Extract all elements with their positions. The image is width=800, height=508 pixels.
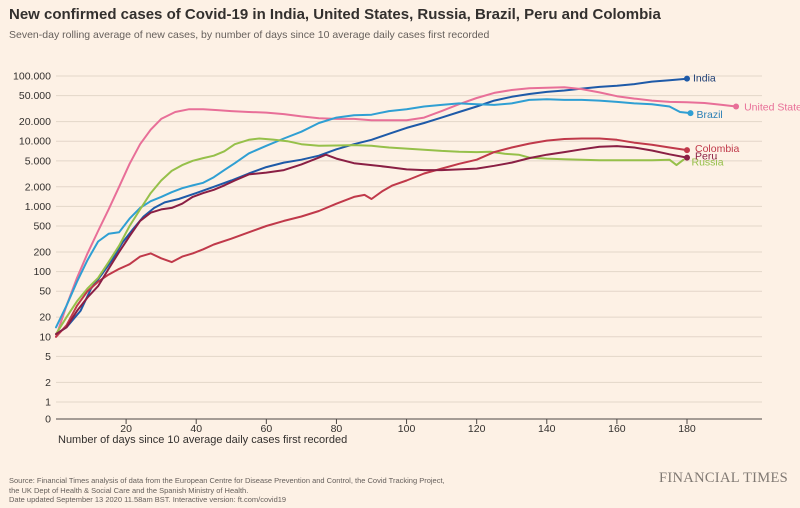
y-tick-label: 50	[39, 286, 51, 298]
series-end-marker-united-states	[733, 103, 740, 110]
y-tick-label: 2.000	[25, 181, 51, 193]
series-line-united-states	[55, 86, 738, 338]
y-tick-label: 100.000	[13, 71, 51, 83]
series-end-marker-brazil	[687, 110, 694, 117]
y-tick-label: 20	[39, 312, 51, 324]
series-line-brazil	[55, 98, 692, 329]
source-line-1: Source: Financial Times analysis of data…	[9, 476, 445, 485]
x-tick-label: 20	[120, 423, 132, 435]
series-label-peru: Peru	[695, 151, 717, 163]
y-tick-label: 5.000	[25, 155, 51, 167]
series-line-colombia	[55, 137, 688, 338]
x-tick-label: 100	[398, 423, 416, 435]
x-tick-label: 160	[608, 423, 626, 435]
y-tick-label: 200	[33, 246, 51, 258]
y-axis-ticks: 0 1 2 5 10 20 50 100 200 500 1.000 2.000 5.000 10.000…	[13, 71, 51, 426]
x-axis-ticks: 20 40 60 80 100 120 140 160 180	[120, 419, 696, 435]
source-line-2: the UK Dept of Health & Social Care and …	[9, 485, 249, 495]
series-label-brazil: Brazil	[697, 109, 723, 121]
series-line-peru	[55, 145, 688, 336]
y-tick-label: 2	[45, 377, 51, 389]
chart-title: New confirmed cases of Covid-19 in India…	[9, 6, 661, 23]
series-label-colombia: Colombia	[695, 143, 740, 155]
y-tick-label: 20.000	[19, 116, 51, 128]
x-tick-label: 80	[331, 423, 343, 435]
y-tick-label: 50.000	[19, 90, 51, 102]
series-lines	[55, 75, 740, 338]
x-tick-label: 60	[260, 423, 272, 435]
series-label-russia: Russia	[691, 157, 723, 169]
series-line-india	[55, 77, 688, 336]
x-tick-label: 120	[468, 423, 486, 435]
series-end-marker-peru	[684, 154, 690, 161]
source-line-3: Date updated September 13 2020 11.58am B…	[9, 495, 287, 504]
series-end-marker-india	[684, 75, 690, 82]
y-tick-label: 5	[45, 351, 51, 363]
series-labels: India United States Brazil Russia ColombiaPe…	[691, 73, 800, 169]
y-tick-label: 0	[45, 414, 51, 426]
y-tick-label: 500	[33, 221, 51, 233]
y-tick-label: 1	[45, 397, 51, 409]
x-tick-label: 180	[678, 423, 696, 435]
chart-subtitle: Seven-day rolling average of new cases, …	[9, 29, 490, 41]
y-tick-label: 100	[33, 266, 51, 278]
x-tick-label: 40	[190, 423, 202, 435]
y-tick-label: 10.000	[19, 136, 51, 148]
brand-logo-text: FINANCIAL TIMES	[659, 470, 788, 486]
y-tick-label: 10	[39, 331, 51, 343]
source-note: Source: Financial Times analysis of data…	[9, 476, 569, 505]
y-tick-label: 1.000	[25, 201, 51, 213]
series-end-marker-colombia	[684, 147, 690, 154]
series-label-india: India	[693, 73, 716, 85]
series-line-russia	[55, 137, 685, 336]
series-label-united-states: United States	[744, 102, 800, 114]
x-axis-label: Number of days since 10 average daily ca…	[58, 434, 348, 446]
x-tick-label: 140	[538, 423, 556, 435]
